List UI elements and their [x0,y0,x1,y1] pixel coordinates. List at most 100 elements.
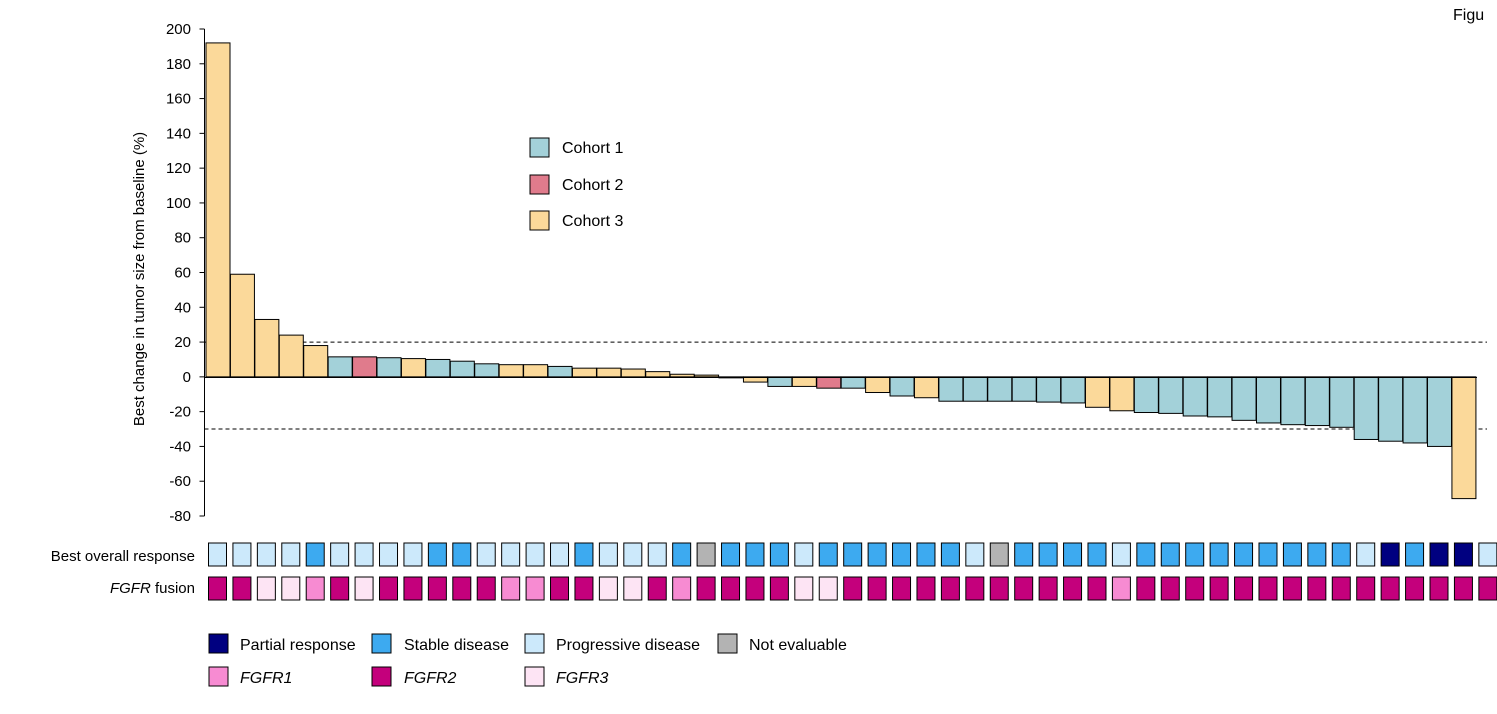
response-cell [1380,542,1400,567]
bar [1427,376,1452,447]
y-tick-label: 100 [166,195,191,212]
fusion-cell [623,576,643,601]
bar [1378,376,1404,442]
y-tick-label: 60 [174,265,191,282]
fusion-cell [916,576,936,601]
y-tick-label: 160 [166,91,191,108]
cohort-legend-label-1: Cohort 1 [562,140,623,157]
bar [1280,376,1306,426]
response-cell [1429,542,1449,567]
response-cell [672,542,692,567]
legend-label-progressive-disease: Progressive disease [556,637,700,654]
fusion-cell [843,576,863,601]
response-cell [696,542,716,567]
bar [987,376,1013,402]
cohort-legend: Cohort 1 Cohort 2 Cohort 3 [529,137,623,231]
response-cell [1111,542,1131,567]
response-cell [989,542,1009,567]
response-cell [940,542,960,567]
response-cell [1087,542,1107,567]
y-tick-label: 200 [166,21,191,38]
reference-lines [204,341,1487,430]
y-tick-label: -40 [169,438,191,455]
bar [1084,376,1110,408]
bar [1060,376,1086,404]
fusion-cell [427,576,447,601]
bar [694,374,720,378]
response-cell [330,542,350,567]
response-cell [1136,542,1156,567]
response-cell [745,542,765,567]
fusion-cell [1111,576,1131,601]
bar [376,357,402,378]
bar [1451,376,1477,500]
cohort-legend-label-3: Cohort 3 [562,213,623,230]
fusion-row-label: FGFR fusion [110,580,195,597]
bar [1109,376,1135,412]
bar [1182,376,1208,417]
response-cell [476,542,496,567]
fusion-cell [1185,576,1205,601]
response-cell [574,542,594,567]
legend-swatch-progressive-disease [524,633,545,654]
fusion-cell [525,576,545,601]
response-cell [550,542,570,567]
fusion-cell [696,576,716,601]
fusion-cell [1356,576,1376,601]
response-cell [305,542,325,567]
cohort-legend-label-2: Cohort 2 [562,177,623,194]
response-cell [232,542,252,567]
fusion-cell [769,576,789,601]
bar [620,368,646,378]
y-tick-label: 40 [174,299,191,316]
bar [1158,376,1184,414]
response-cell [354,542,374,567]
figure-label: Figu [1453,7,1484,24]
y-tick-label: -60 [169,473,191,490]
fusion-cell [1405,576,1425,601]
bar [400,358,426,378]
bar [352,356,378,378]
cohort-legend-swatch-1 [529,137,550,158]
fusion-row-label-suffix: fusion [151,580,195,597]
fusion-cell [721,576,741,601]
bar [645,371,671,378]
fusion-cell [1234,576,1254,601]
fusion-cell [1282,576,1302,601]
response-cell [916,542,936,567]
bar [449,360,475,378]
fusion-legend: FGFR1 FGFR2 FGFR3 [208,666,609,687]
bar [938,376,964,402]
fusion-cell [672,576,692,601]
fusion-cell [281,576,301,601]
response-cell [1453,542,1473,567]
response-cell [1063,542,1083,567]
response-cell [647,542,667,567]
bar [1353,376,1379,440]
response-cell [867,542,887,567]
bar [962,376,988,402]
response-cell [1185,542,1205,567]
response-legend: Partial response Stable disease Progress… [208,633,847,654]
response-cell [965,542,985,567]
fusion-cell [1307,576,1327,601]
fusion-cell [989,576,1009,601]
y-axis-label: Best change in tumor size from baseline … [131,132,148,426]
fusion-cell [1380,576,1400,601]
fusion-cell [1063,576,1083,601]
legend-swatch-stable-disease [371,633,392,654]
response-cell [281,542,301,567]
bar [474,363,500,378]
response-cell [525,542,545,567]
cohort-legend-swatch-2 [529,174,550,195]
response-cell [598,542,618,567]
y-tick-label: 120 [166,160,191,177]
legend-label-fgfr3: FGFR3 [556,670,609,687]
fusion-cell [1087,576,1107,601]
fusion-cell [501,576,521,601]
fusion-cell [940,576,960,601]
response-cell [379,542,399,567]
response-cell [769,542,789,567]
fusion-row [208,576,1497,601]
